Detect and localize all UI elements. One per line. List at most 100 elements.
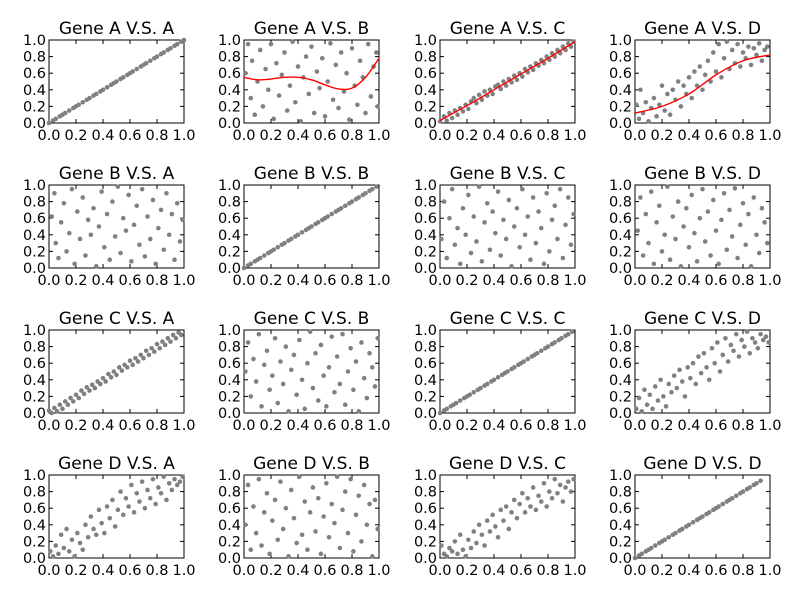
panel-14-point — [259, 543, 264, 548]
panel-4-point — [694, 83, 700, 88]
panel-7-point — [522, 232, 528, 238]
panel-12-point — [709, 345, 715, 351]
panel-8-point — [678, 264, 684, 269]
panel-2-point — [290, 39, 295, 44]
panel-13-point — [145, 487, 150, 493]
panel-11-point — [505, 369, 510, 374]
panel-4-point — [708, 79, 713, 84]
panel-12-point — [728, 342, 734, 348]
panel-13-ytick-label: 0.2 — [23, 534, 46, 550]
panel-11-point — [565, 331, 571, 337]
panel-12-point — [690, 360, 696, 366]
panel-7-xtick-label: 0.2 — [455, 273, 478, 289]
panel-2-point — [271, 116, 277, 122]
panel-5-point — [166, 232, 172, 238]
panel-13-point — [153, 501, 158, 507]
panel-4-ytick-label: 0.2 — [609, 99, 632, 115]
panel-13-point — [123, 495, 129, 501]
panel-4-xtick-label: 0.6 — [704, 128, 727, 144]
panel-11-xtick-label: 0.8 — [536, 418, 559, 434]
panel-16-point — [679, 526, 685, 532]
panel-8-point — [635, 228, 640, 233]
panel-7-point — [447, 215, 452, 221]
panel-8-point — [729, 234, 735, 239]
panel-16-ytick-label: 1.0 — [609, 468, 632, 484]
panel-7-point — [490, 209, 495, 214]
panel-8-point — [684, 205, 689, 211]
panel-13-point — [118, 489, 123, 494]
panel-13-point — [131, 510, 137, 515]
panel-8-point — [702, 239, 708, 244]
panel-6-ytick-label: 0.8 — [218, 195, 241, 211]
panel-7-point — [511, 224, 517, 229]
panel-15-point — [511, 497, 517, 503]
panel-4-xtick-label: 0.0 — [623, 128, 646, 144]
panel-13-point — [166, 481, 172, 486]
panel-14-point — [261, 510, 267, 515]
panel-9-point — [162, 342, 168, 348]
panel-6-xtick-label: 0.6 — [313, 273, 336, 289]
panel-4-point — [692, 69, 697, 74]
panel-7-point — [560, 255, 566, 261]
panel-10-point — [253, 379, 259, 384]
panel-5-point — [112, 234, 118, 239]
panel-15-xtick-label: 0.0 — [428, 563, 451, 579]
panel-15-ytick-label: 0.6 — [414, 501, 437, 517]
panel-8-plot-area — [634, 184, 771, 269]
panel-1-point — [174, 41, 180, 47]
panel-14-point — [337, 545, 343, 551]
panel-5-point — [53, 240, 59, 246]
panel-15-point — [560, 499, 566, 504]
panel-5-point — [169, 211, 175, 217]
panel-1-point — [80, 99, 86, 105]
panel-7-point — [563, 222, 568, 228]
panel-9-point — [173, 336, 179, 341]
panel-12-point — [731, 348, 736, 354]
panel-14-xtick-label: 0.4 — [286, 563, 309, 579]
panel-6-point — [288, 236, 294, 242]
panel-14: Gene D V.S. B0.0 0.2 0.4 0.6 0.8 1.00.00.20.4… — [218, 454, 391, 579]
panel-14-xtick-label: 0.6 — [313, 563, 336, 579]
panel-5-point — [66, 230, 72, 236]
panel-9-point — [60, 406, 65, 412]
panel-13-point — [72, 554, 77, 559]
panel-8-xtick-label: 1.0 — [758, 273, 781, 289]
panel-9-point — [146, 352, 152, 358]
panel-1-point — [181, 37, 187, 43]
panel-5-xtick-label: 0.0 — [37, 273, 60, 289]
panel-12-point — [688, 375, 693, 381]
panel-1-xtick-label: 0.4 — [91, 128, 114, 144]
panel-12-point — [685, 365, 690, 370]
panel-11-point — [552, 340, 558, 345]
panel-14-ytick-label: 0.2 — [218, 534, 241, 550]
panel-15-point — [460, 547, 466, 552]
panel-2-point — [260, 104, 266, 109]
panel-9-xtick-label: 0.6 — [118, 418, 141, 434]
panel-15-point — [541, 481, 547, 486]
panel-11-point — [511, 365, 517, 370]
panel-12-xtick-label: 0.8 — [731, 418, 754, 434]
panel-4-ytick-label: 0.6 — [609, 66, 632, 82]
panel-13-point — [83, 522, 88, 528]
panel-5-point — [131, 222, 137, 228]
panel-10-point — [359, 340, 364, 345]
panel-2-point — [363, 110, 368, 116]
panel-12-title: Gene C V.S. D — [644, 309, 761, 329]
panel-5-point — [110, 199, 115, 204]
panel-14-point — [307, 510, 313, 515]
panel-15-point — [549, 495, 555, 501]
panel-7-ytick-label: 0.2 — [414, 244, 437, 260]
panel-8-point — [657, 203, 662, 209]
panel-13-point — [164, 497, 169, 503]
panel-10-point — [288, 367, 294, 373]
panel-6-point — [261, 253, 267, 258]
panel-9-xtick-label: 0.2 — [64, 418, 87, 434]
panel-10-ytick-label: 1.0 — [218, 323, 241, 339]
panel-4-point — [724, 39, 730, 44]
panel-11-point — [453, 400, 459, 406]
panel-3-point — [490, 91, 495, 97]
panel-11-xtick-label: 0.0 — [428, 418, 451, 434]
panel-10-point — [324, 404, 329, 409]
panel-4-point — [765, 44, 770, 49]
panel-10-point — [364, 395, 370, 401]
